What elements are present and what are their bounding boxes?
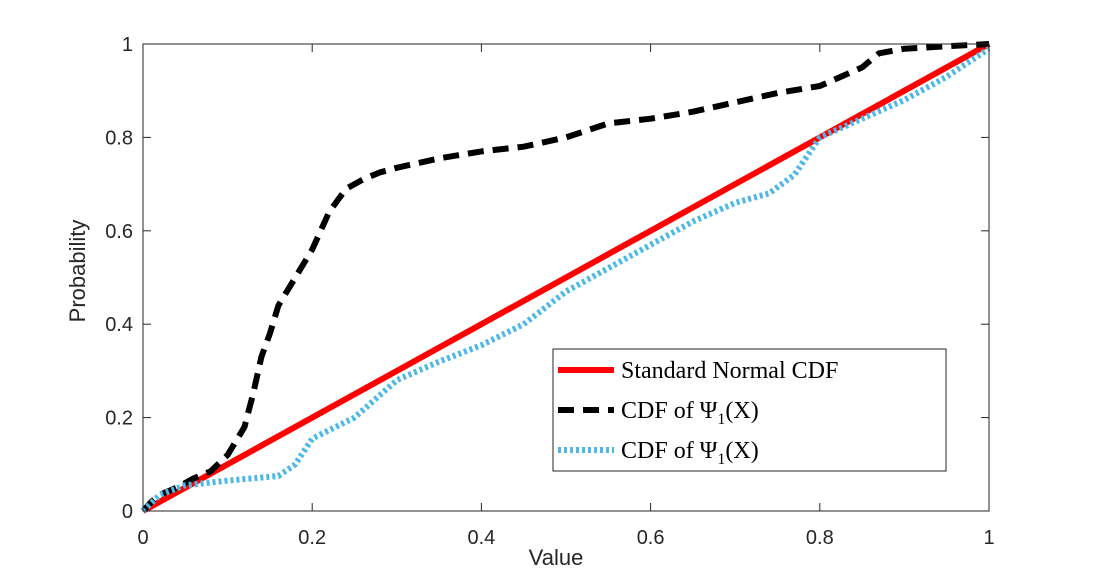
x-axis-label: Value bbox=[529, 545, 584, 570]
x-tick-label: 0.2 bbox=[298, 527, 326, 549]
y-tick-label: 0.2 bbox=[105, 408, 133, 430]
x-tick-label: 0.6 bbox=[637, 527, 665, 549]
axes-box bbox=[142, 43, 990, 512]
x-tick-label: 0 bbox=[137, 527, 148, 549]
x-tick-label: 1 bbox=[983, 527, 994, 549]
series-line-3 bbox=[140, 46, 991, 514]
legend-label-2: CDF of Ψ1(X) bbox=[621, 398, 759, 428]
legend-box bbox=[552, 348, 947, 472]
series-line-2 bbox=[140, 41, 990, 514]
series-line-1 bbox=[141, 41, 991, 514]
y-tick-label: 1 bbox=[122, 34, 133, 56]
series-layer bbox=[140, 41, 991, 514]
y-axis-label: Probability bbox=[65, 220, 90, 323]
y-tick-label: 0 bbox=[122, 501, 133, 523]
x-tick-label: 0.8 bbox=[806, 527, 834, 549]
legend: Standard Normal CDF CDF of Ψ1(X) CDF of Ψ1… bbox=[552, 348, 947, 472]
y-tick-label: 0.6 bbox=[105, 221, 133, 243]
tick-layer: 0 0.2 0.4 0.6 0.8 1 0 0.2 0.4 0.6 0.8 1 bbox=[105, 34, 994, 549]
x-tick-label: 0.4 bbox=[467, 527, 495, 549]
y-tick-label: 0.8 bbox=[105, 127, 133, 149]
legend-label-3: CDF of Ψ1(X) bbox=[621, 438, 759, 468]
legend-label-1: Standard Normal CDF bbox=[621, 358, 838, 384]
y-tick-label: 0.4 bbox=[105, 314, 133, 336]
